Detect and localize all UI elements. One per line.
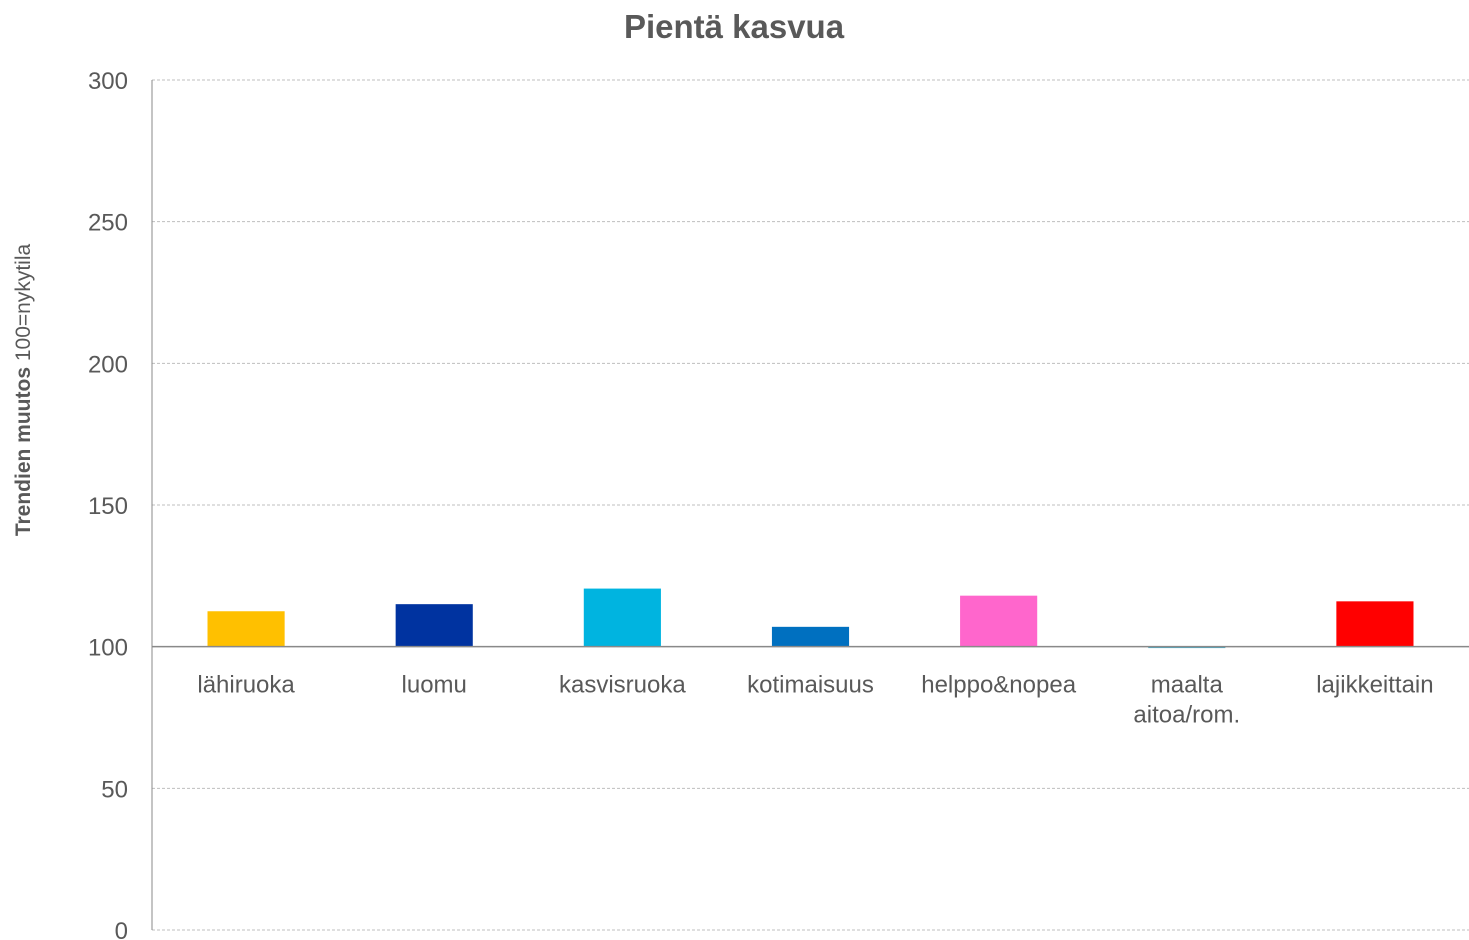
- x-tick-label: maalta aitoa/rom.: [1133, 672, 1240, 729]
- x-tick-label: lajikkeittain: [1316, 672, 1433, 699]
- x-tick-label: helppo&nopea: [921, 672, 1076, 699]
- y-tick-label: 150: [88, 493, 128, 520]
- bar: [583, 588, 661, 647]
- y-tick-label: 200: [88, 351, 128, 378]
- y-tick-label: 100: [88, 635, 128, 662]
- chart-title: Pientä kasvua: [624, 8, 845, 45]
- y-tick-label: 300: [88, 68, 128, 95]
- bar: [771, 626, 850, 647]
- y-axis-label-normal: 100=nykytila: [12, 244, 35, 362]
- bar: [207, 611, 285, 647]
- y-tick-label: 250: [88, 210, 128, 237]
- x-tick-label-line: maalta: [1151, 672, 1224, 699]
- x-tick-label: kotimaisuus: [747, 672, 874, 699]
- x-tick-label: kasvisruoka: [559, 672, 686, 699]
- bar: [1336, 601, 1414, 647]
- y-axis-label-bold: Trendien muutos: [12, 367, 35, 536]
- bar: [395, 604, 473, 647]
- x-tick-label: luomu: [402, 672, 467, 699]
- y-tick-label: 50: [101, 776, 128, 803]
- bar: [960, 595, 1038, 647]
- y-tick-label: 0: [115, 918, 128, 940]
- y-axis-label: Trendien muutos 100=nykytila: [12, 244, 35, 537]
- x-tick-label-line: aitoa/rom.: [1133, 702, 1240, 729]
- x-tick-label: lähiruoka: [197, 672, 295, 699]
